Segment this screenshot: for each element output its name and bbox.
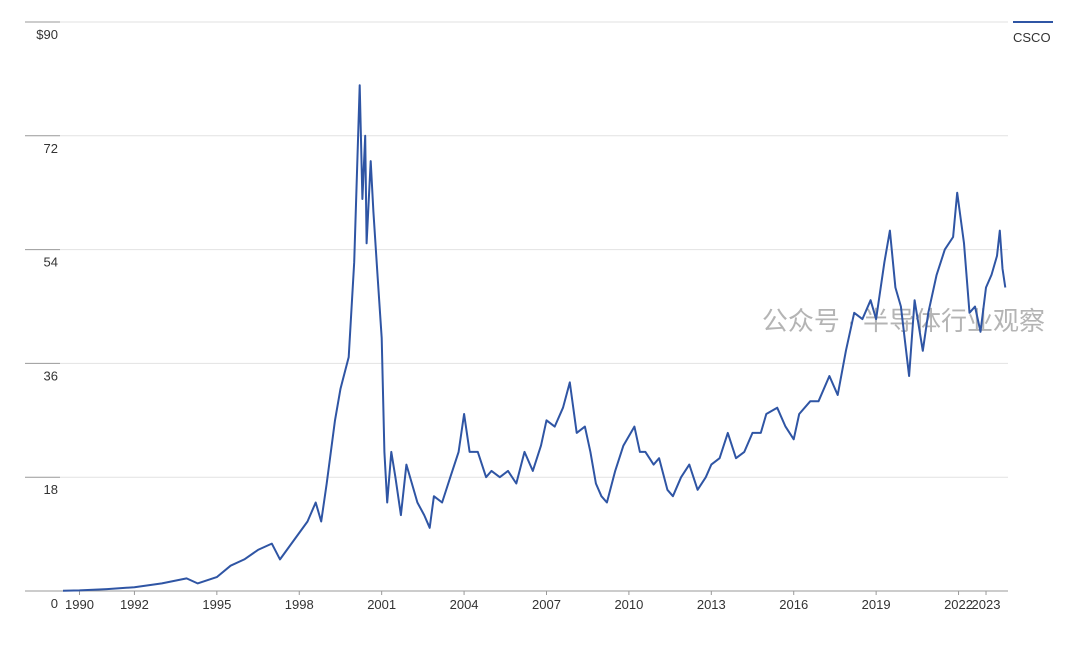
x-tick-label: 1990 [65,597,94,612]
y-tick-label: $90 [36,27,58,42]
x-tick-label: 2019 [862,597,891,612]
x-tick-label: 1998 [285,597,314,612]
x-tick-label: 2023 [972,597,1001,612]
y-tick-label: 0 [51,596,58,611]
y-tick-label: 36 [44,368,58,383]
x-tick-label: 2016 [779,597,808,612]
x-tick-label: 2022 [944,597,973,612]
y-tick-label: 54 [44,255,58,270]
x-tick-label: 1992 [120,597,149,612]
x-tick-label: 2001 [367,597,396,612]
y-tick-label: 18 [44,482,58,497]
price-line [62,84,1007,592]
x-tick-label: 1995 [202,597,231,612]
x-tick-label: 2007 [532,597,561,612]
legend-label: CSCO [1013,30,1051,45]
x-tick-label: 2010 [614,597,643,612]
y-tick-label: 72 [44,141,58,156]
x-tick-label: 2013 [697,597,726,612]
x-tick-label: 2004 [450,597,479,612]
